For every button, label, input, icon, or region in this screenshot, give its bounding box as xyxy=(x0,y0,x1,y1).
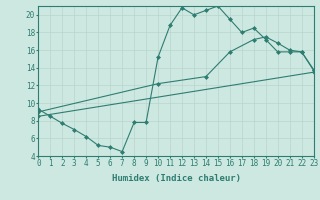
X-axis label: Humidex (Indice chaleur): Humidex (Indice chaleur) xyxy=(111,174,241,183)
